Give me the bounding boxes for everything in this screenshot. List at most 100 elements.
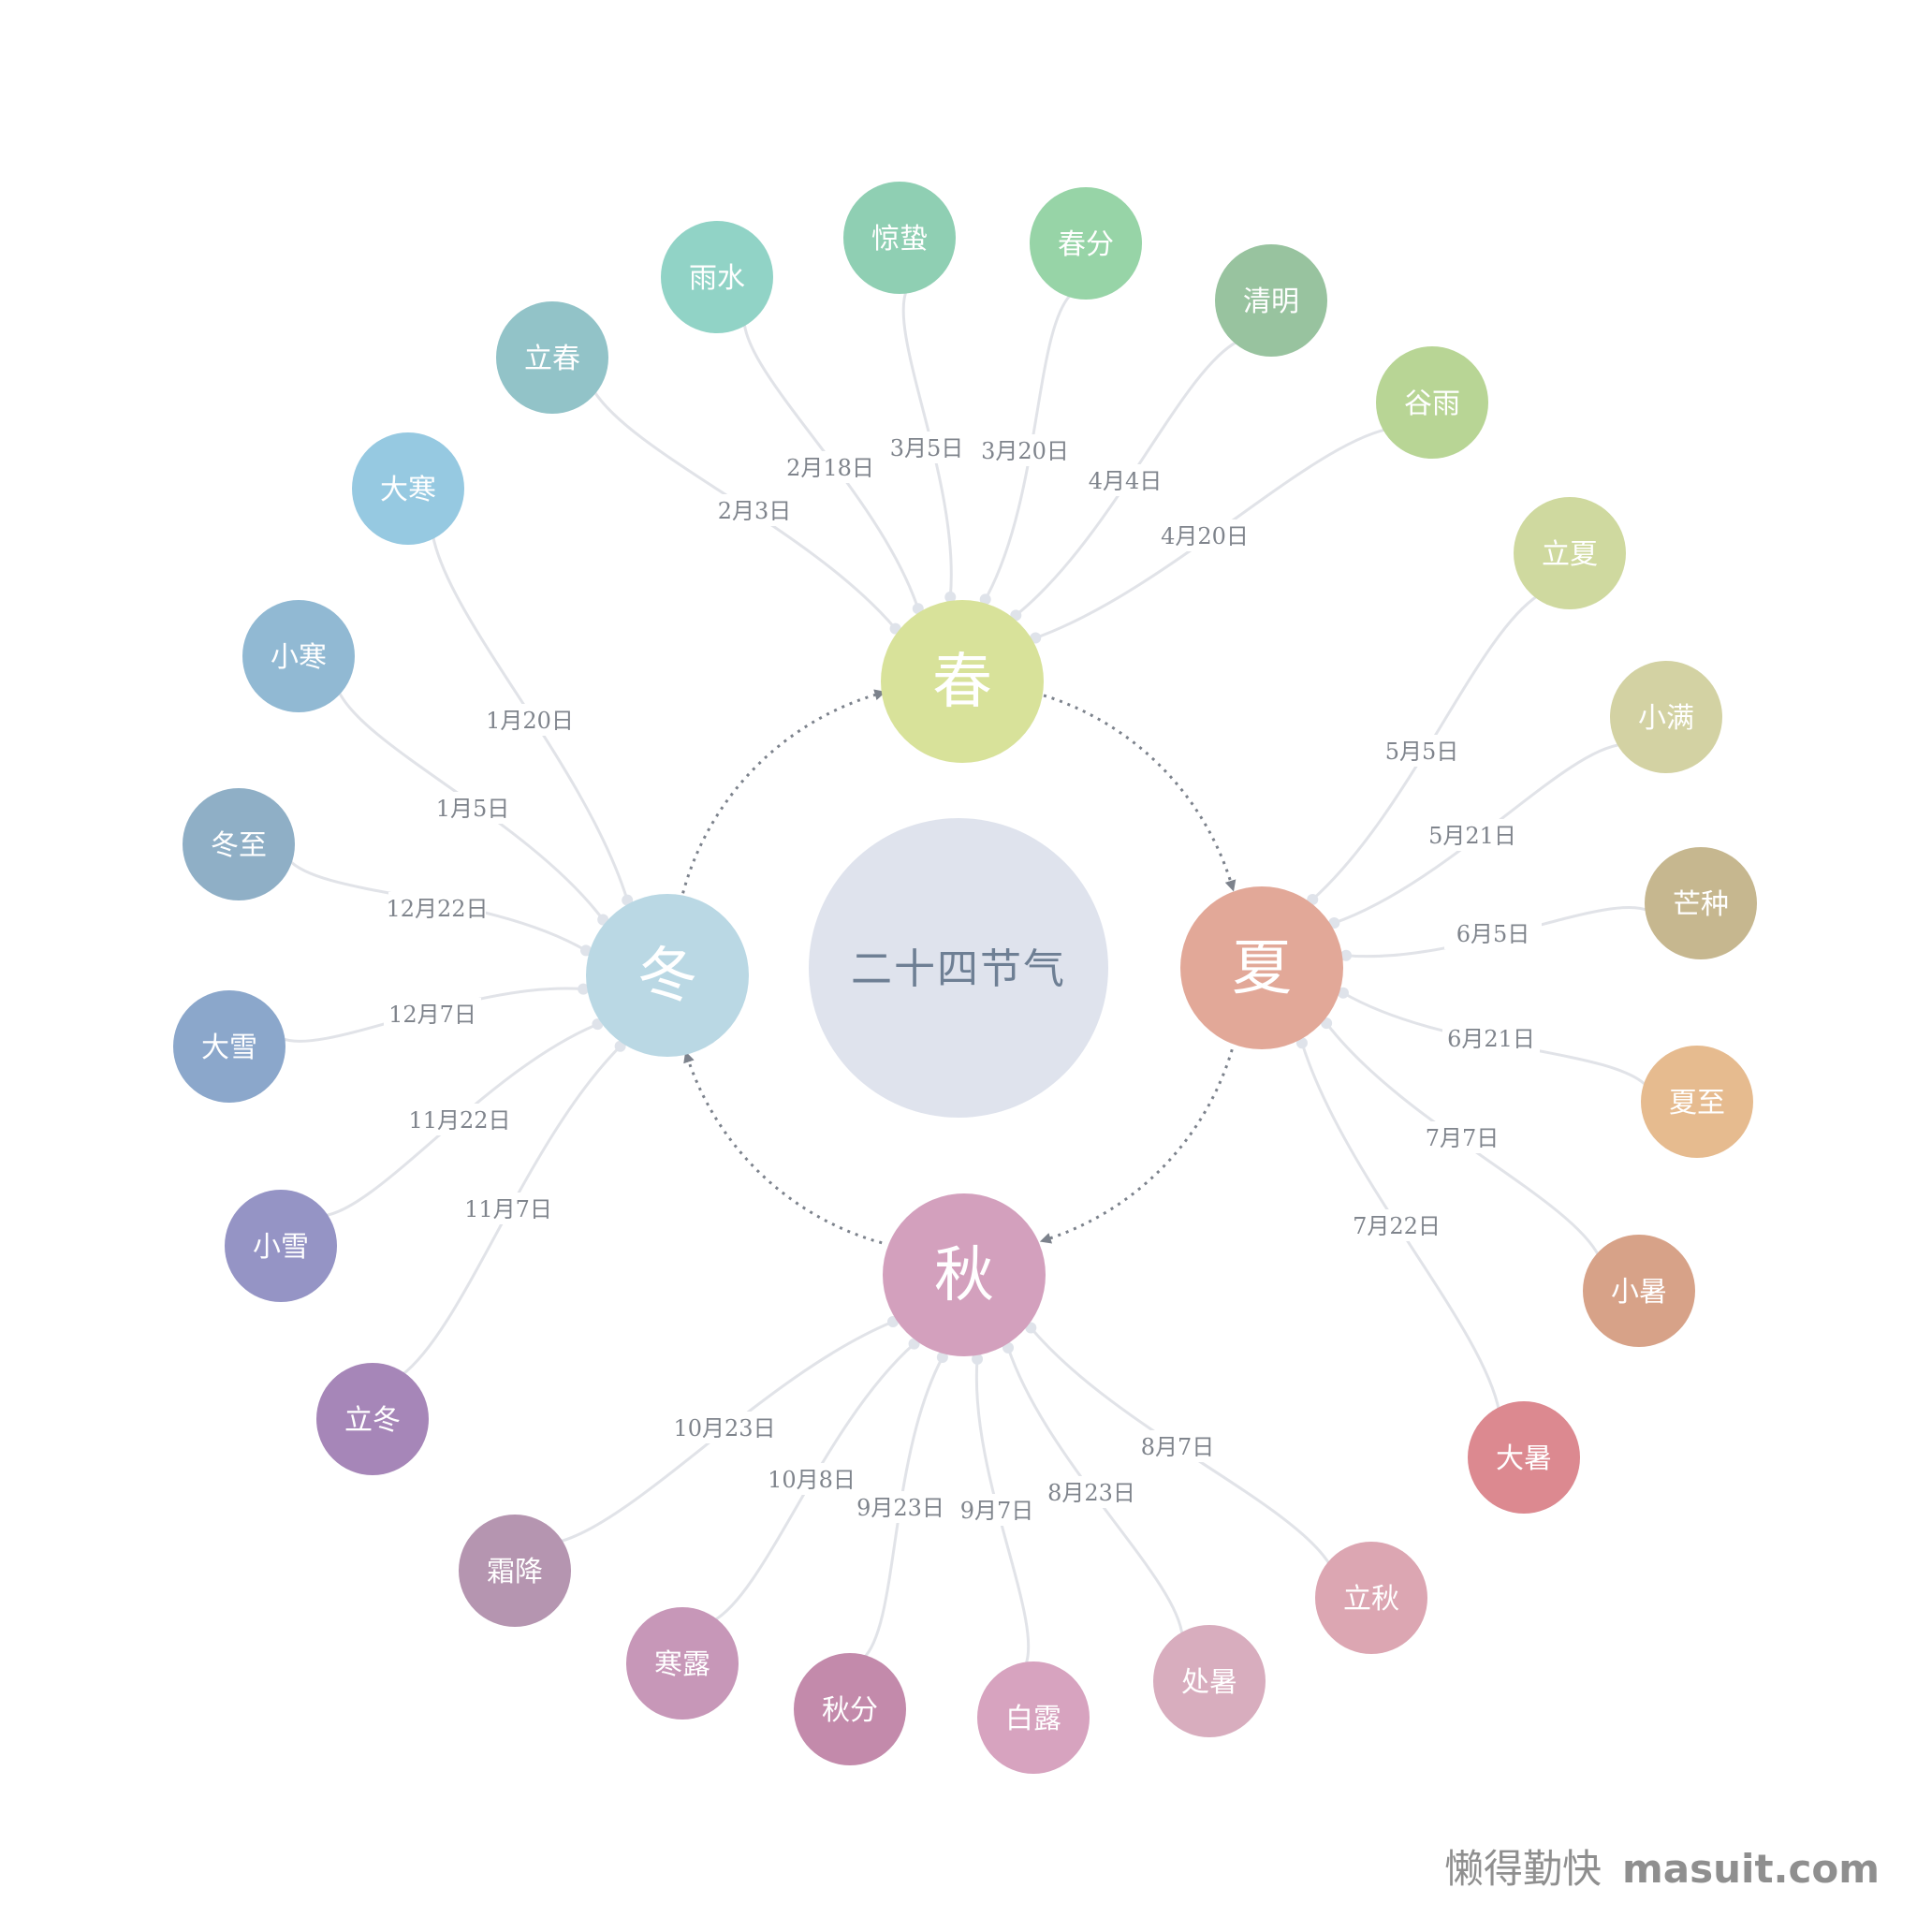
date-label: 4月4日	[1076, 464, 1174, 496]
date-label-backing	[706, 494, 803, 526]
center-node: 二十四节气	[809, 818, 1108, 1118]
term-node: 小寒	[242, 600, 355, 712]
date-text: 12月7日	[388, 1002, 476, 1028]
term-node: 雨水	[661, 221, 773, 333]
season-circle	[586, 894, 749, 1057]
date-label: 9月23日	[852, 1491, 949, 1523]
date-label: 8月7日	[1129, 1430, 1226, 1462]
term-label: 春分	[1058, 228, 1114, 261]
date-label: 6月5日	[1444, 917, 1542, 949]
date-label: 7月22日	[1348, 1209, 1445, 1241]
connector-dot	[944, 591, 957, 603]
connector-line	[558, 1320, 894, 1544]
term-node: 小雪	[225, 1190, 337, 1302]
term-label: 秋分	[822, 1694, 878, 1727]
term-circle	[496, 301, 608, 414]
term-label: 小暑	[1611, 1276, 1667, 1309]
term-label: 小寒	[271, 641, 327, 674]
date-label-backing	[1129, 1430, 1226, 1462]
term-label: 立春	[524, 343, 580, 375]
date-text: 7月22日	[1353, 1213, 1441, 1239]
term-label: 雨水	[689, 262, 745, 295]
term-circle	[1376, 346, 1488, 459]
term-circle	[242, 600, 355, 712]
term-circle	[459, 1515, 571, 1627]
date-label: 6月21日	[1442, 1022, 1540, 1054]
term-node: 冬至	[183, 788, 295, 900]
term-label: 夏至	[1669, 1087, 1725, 1120]
connector-dot	[1337, 987, 1349, 999]
season-node-summer: 夏	[1180, 886, 1343, 1049]
term-label: 立秋	[1343, 1583, 1399, 1616]
term-label: 处暑	[1181, 1666, 1237, 1699]
date-text: 11月22日	[408, 1107, 510, 1134]
term-label: 芒种	[1673, 888, 1729, 921]
term-node: 小满	[1610, 661, 1722, 773]
season-label: 冬	[637, 942, 697, 1011]
term-node: 寒露	[626, 1607, 739, 1720]
term-circle	[352, 432, 464, 545]
date-label: 2月18日	[782, 451, 879, 483]
date-text: 6月21日	[1447, 1026, 1535, 1052]
term-node: 春分	[1030, 187, 1142, 300]
term-node: 大暑	[1468, 1401, 1580, 1514]
watermark: 懒得勤快 masuit.com	[1444, 1837, 1880, 1895]
connector-dot	[979, 593, 991, 606]
date-text: 9月23日	[856, 1495, 944, 1521]
date-label-backing	[384, 998, 481, 1030]
date-text: 3月20日	[981, 438, 1069, 464]
connector-dot	[972, 1353, 984, 1365]
date-label-backing	[782, 451, 879, 483]
date-label: 10月8日	[763, 1463, 860, 1495]
term-label: 白露	[1005, 1703, 1061, 1735]
connector-line	[712, 1342, 915, 1622]
date-text: 6月5日	[1456, 921, 1530, 947]
date-label-layer: 2月3日 2月18日 3月5日 3月20日 4月4日 4月20日 5月5日 5月21日 6月5日…	[384, 432, 1542, 1526]
connector-line	[1311, 593, 1540, 901]
connector-line	[1300, 1042, 1501, 1412]
date-text: 4月4日	[1089, 468, 1163, 494]
term-node: 秋分	[794, 1653, 906, 1765]
term-circle	[1645, 847, 1757, 959]
term-circle	[1030, 187, 1142, 300]
season-node-autumn: 秋	[883, 1193, 1046, 1356]
date-label-backing	[852, 1491, 949, 1523]
season-node-winter: 冬	[586, 894, 749, 1057]
season-label: 秋	[934, 1241, 994, 1310]
connector-dot	[1340, 949, 1353, 961]
term-label: 立夏	[1542, 538, 1598, 571]
date-label: 5月21日	[1424, 819, 1521, 851]
cycle-arrow-summer	[1039, 1048, 1234, 1244]
date-label-backing	[424, 792, 521, 824]
date-text: 5月5日	[1385, 739, 1459, 765]
connector-line	[984, 292, 1073, 601]
term-circle	[1468, 1401, 1580, 1514]
term-label: 大暑	[1496, 1442, 1552, 1475]
date-label-backing	[948, 1494, 1046, 1526]
date-label-backing	[411, 1104, 508, 1135]
term-circle	[173, 990, 285, 1103]
date-label: 7月7日	[1413, 1121, 1511, 1153]
term-node: 白露	[977, 1661, 1090, 1774]
date-label: 2月3日	[706, 494, 803, 526]
connector-line	[974, 1358, 1031, 1667]
date-label: 9月7日	[948, 1494, 1046, 1526]
watermark-en: masuit.com	[1622, 1846, 1880, 1892]
date-text: 8月7日	[1141, 1434, 1215, 1460]
date-label-backing	[388, 892, 486, 924]
date-text: 1月5日	[436, 796, 510, 822]
term-circle	[1315, 1542, 1427, 1654]
term-circle	[225, 1190, 337, 1302]
term-node: 惊蛰	[843, 182, 956, 294]
date-label-backing	[1348, 1209, 1445, 1241]
season-label: 夏	[1232, 934, 1292, 1003]
term-label: 立冬	[344, 1404, 401, 1437]
date-label: 4月20日	[1156, 520, 1253, 551]
term-label: 冬至	[211, 829, 267, 862]
term-label: 小雪	[253, 1231, 309, 1264]
term-label: 清明	[1243, 285, 1299, 318]
season-circle	[883, 1193, 1046, 1356]
connector-line	[336, 690, 605, 921]
watermark-cn: 懒得勤快	[1444, 1846, 1602, 1892]
